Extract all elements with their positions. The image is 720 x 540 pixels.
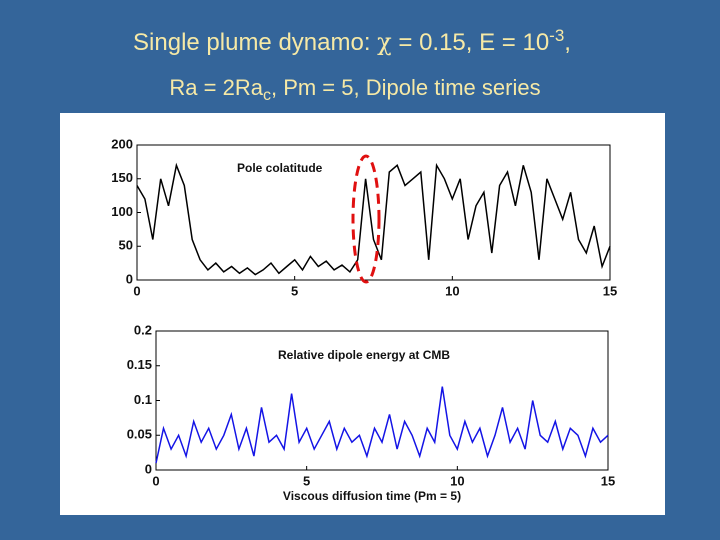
x-tick-label: 5 xyxy=(303,473,310,488)
title-part: = 0.15, E = 10 xyxy=(392,29,549,56)
y-tick-label: 200 xyxy=(111,136,133,151)
plot-title: Relative dipole energy at CMB xyxy=(278,348,450,362)
y-tick-label: 0 xyxy=(126,271,133,286)
y-tick-label: 50 xyxy=(119,238,133,253)
title-line-1: Single plume dynamo: χ = 0.15, E = 10-3, xyxy=(133,26,571,56)
highlight-ellipse xyxy=(351,154,381,284)
x-tick-label: 15 xyxy=(603,283,617,298)
data-line xyxy=(155,386,609,464)
figure-panel xyxy=(60,113,665,515)
title-symbol: χ xyxy=(377,28,392,56)
y-tick-label: 100 xyxy=(111,204,133,219)
x-tick-label: 5 xyxy=(291,283,298,298)
x-tick-label: 15 xyxy=(601,473,615,488)
x-tick-label: 0 xyxy=(133,283,140,298)
title-line-2: Ra = 2Rac, Pm = 5, Dipole time series xyxy=(169,75,540,104)
y-tick-label: 0.15 xyxy=(127,357,152,372)
y-tick-label: 150 xyxy=(111,170,133,185)
y-tick-label: 0 xyxy=(145,461,152,476)
y-tick-label: 0.2 xyxy=(134,322,152,337)
plot-title: Pole colatitude xyxy=(237,161,323,175)
title-part: Single plume dynamo: xyxy=(133,29,377,56)
x-tick-label: 0 xyxy=(152,473,159,488)
x-axis-label: Viscous diffusion time (Pm = 5) xyxy=(283,489,461,503)
x-tick-label: 10 xyxy=(450,473,464,488)
y-tick-label: 0.05 xyxy=(127,427,152,442)
title-part: Ra = 2Ra xyxy=(169,75,263,100)
y-tick-label: 0.1 xyxy=(134,392,152,407)
data-line xyxy=(136,162,611,276)
title-subscript: c xyxy=(263,87,271,104)
title-part: , Pm = 5, Dipole time series xyxy=(271,75,541,100)
x-tick-label: 10 xyxy=(445,283,459,298)
title-superscript: -3 xyxy=(549,26,564,45)
title-part: , xyxy=(564,29,571,56)
